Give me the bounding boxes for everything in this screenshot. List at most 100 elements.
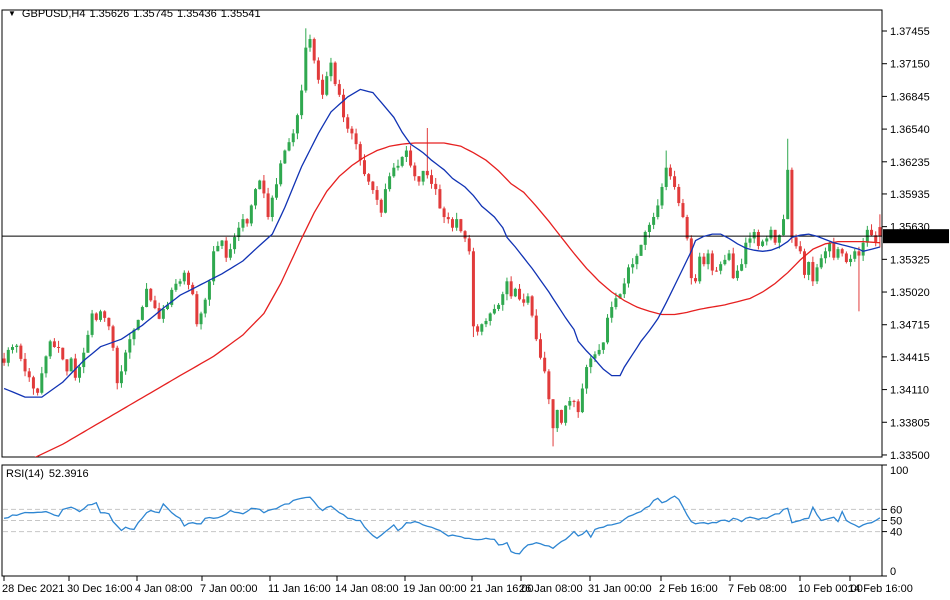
candle	[761, 241, 765, 246]
time-tick-label: 7 Feb 08:00	[728, 583, 787, 595]
candle	[224, 240, 228, 258]
candle	[287, 142, 291, 151]
rsi-line	[3, 495, 881, 555]
candle	[434, 183, 438, 190]
candle	[358, 144, 362, 161]
candle	[878, 227, 882, 237]
price-tick-label: 1.35935	[890, 189, 930, 201]
candle	[203, 299, 207, 314]
candle	[710, 253, 714, 271]
price-panel[interactable]	[1, 9, 883, 458]
candle	[631, 264, 635, 268]
candle	[57, 346, 61, 348]
candle	[782, 219, 786, 236]
time-tick-label: 26 Jan 08:00	[519, 583, 583, 595]
candle	[811, 262, 815, 282]
candle	[266, 193, 270, 217]
candle	[245, 219, 249, 224]
candle	[220, 240, 224, 246]
candle	[622, 283, 626, 295]
candle	[476, 326, 480, 332]
candle	[660, 186, 664, 206]
candle	[195, 294, 199, 325]
candle	[790, 169, 794, 238]
candle	[132, 329, 136, 340]
price-tick-label: 1.37455	[890, 26, 930, 38]
candle	[400, 156, 404, 166]
candlestick-series	[2, 28, 882, 447]
price-axis[interactable]: 1.37455 1.37150 1.36845 1.36540 1.36235 1.359…	[882, 26, 930, 462]
rsi-tick-label: 40	[890, 527, 902, 539]
candle	[450, 219, 454, 228]
candle	[107, 317, 111, 327]
candle	[333, 62, 337, 85]
candle	[94, 313, 98, 320]
rsi-tick-label: 50	[890, 516, 902, 528]
candle	[174, 283, 178, 290]
candle	[216, 245, 220, 252]
price-tick-label: 1.36540	[890, 124, 930, 136]
candle	[698, 256, 702, 282]
candle	[316, 60, 320, 80]
time-tick-label: 28 Dec 2021	[2, 583, 64, 595]
candle	[145, 288, 149, 308]
price-tick-label: 1.34715	[890, 320, 930, 332]
candle	[857, 251, 861, 256]
candle	[270, 197, 274, 217]
candle	[580, 388, 584, 413]
price-tick-label: 1.33500	[890, 450, 930, 462]
time-tick-label: 30 Dec 16:00	[67, 583, 132, 595]
candle	[647, 224, 651, 232]
candle	[442, 208, 446, 218]
candle	[115, 347, 119, 384]
candle	[379, 199, 383, 213]
rsi-tick-label: 100	[890, 465, 908, 477]
time-axis[interactable]: 28 Dec 2021 30 Dec 16:00 4 Jan 08:00 7 Jan …	[2, 576, 913, 595]
candle	[312, 39, 316, 61]
candle	[694, 278, 698, 282]
candle	[610, 307, 614, 318]
price-tick-label: 1.33805	[890, 417, 930, 429]
candle	[69, 358, 73, 372]
candle	[597, 349, 601, 355]
candle	[740, 264, 744, 271]
candle	[719, 264, 723, 271]
candle	[702, 256, 706, 265]
candle	[870, 229, 874, 236]
candle	[601, 342, 605, 350]
candle	[513, 288, 517, 297]
candle	[362, 160, 366, 175]
candle	[237, 227, 241, 238]
ohlc-high-value: 1.35745	[133, 8, 174, 20]
price-tick-label: 1.36235	[890, 157, 930, 169]
candle	[769, 229, 773, 239]
candle	[367, 174, 371, 182]
candle	[241, 219, 245, 228]
candle	[614, 298, 618, 308]
candle	[786, 169, 790, 220]
time-tick-label: 7 Jan 00:00	[200, 583, 258, 595]
candle	[103, 311, 107, 318]
candle	[756, 231, 760, 246]
candle	[572, 400, 576, 402]
candle	[534, 315, 538, 340]
candle	[664, 167, 668, 187]
time-tick-label: 14 Jan 08:00	[335, 583, 399, 595]
candle	[140, 307, 144, 320]
candle	[128, 339, 132, 353]
price-tick-label: 1.34110	[890, 385, 929, 397]
time-tick-label: 2 Feb 16:00	[659, 583, 718, 595]
rsi-indicator-legend: RSI(14) 52.3916	[6, 468, 94, 480]
candle	[568, 400, 572, 406]
candle	[136, 319, 140, 330]
candle	[551, 399, 555, 429]
candle	[321, 79, 325, 95]
candle	[543, 357, 547, 372]
candle	[308, 39, 312, 48]
candle	[23, 358, 27, 372]
collapse-legend-icon[interactable]: ▼	[8, 9, 16, 18]
rsi-tick-label: 60	[890, 504, 902, 516]
